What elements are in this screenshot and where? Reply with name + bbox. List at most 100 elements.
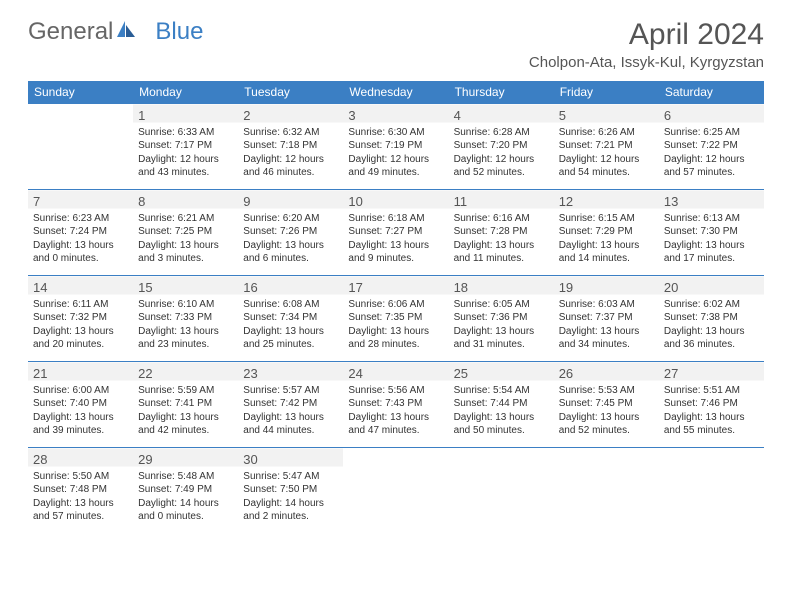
day-number: 28 bbox=[33, 451, 128, 469]
cell-daylight1: Daylight: 13 hours bbox=[559, 411, 654, 425]
cell-daylight1: Daylight: 12 hours bbox=[138, 153, 233, 167]
day-number: 3 bbox=[348, 107, 443, 125]
day-cell: 5Sunrise: 6:26 AMSunset: 7:21 PMDaylight… bbox=[554, 104, 659, 190]
day-cell: 7Sunrise: 6:23 AMSunset: 7:24 PMDaylight… bbox=[28, 190, 133, 276]
cell-daylight1: Daylight: 12 hours bbox=[664, 153, 759, 167]
cell-sunset: Sunset: 7:42 PM bbox=[243, 397, 338, 411]
cell-sunrise: Sunrise: 6:08 AM bbox=[243, 298, 338, 312]
day-number: 5 bbox=[559, 107, 654, 125]
day-number: 29 bbox=[138, 451, 233, 469]
cell-daylight2: and 57 minutes. bbox=[664, 166, 759, 180]
day-number: 13 bbox=[664, 193, 759, 211]
day-cell: 14Sunrise: 6:11 AMSunset: 7:32 PMDayligh… bbox=[28, 276, 133, 362]
day-cell: 30Sunrise: 5:47 AMSunset: 7:50 PMDayligh… bbox=[238, 448, 343, 534]
cell-daylight2: and 20 minutes. bbox=[33, 338, 128, 352]
cell-sunset: Sunset: 7:20 PM bbox=[454, 139, 549, 153]
day-cell: 21Sunrise: 6:00 AMSunset: 7:40 PMDayligh… bbox=[28, 362, 133, 448]
day-cell: 12Sunrise: 6:15 AMSunset: 7:29 PMDayligh… bbox=[554, 190, 659, 276]
cell-daylight2: and 11 minutes. bbox=[454, 252, 549, 266]
cell-daylight1: Daylight: 13 hours bbox=[33, 239, 128, 253]
cell-sunset: Sunset: 7:50 PM bbox=[243, 483, 338, 497]
cell-daylight2: and 52 minutes. bbox=[454, 166, 549, 180]
day-number: 8 bbox=[138, 193, 233, 211]
cell-sunset: Sunset: 7:45 PM bbox=[559, 397, 654, 411]
cell-sunrise: Sunrise: 6:30 AM bbox=[348, 126, 443, 140]
cell-sunrise: Sunrise: 6:21 AM bbox=[138, 212, 233, 226]
week-row: 28Sunrise: 5:50 AMSunset: 7:48 PMDayligh… bbox=[28, 448, 764, 534]
cell-sunrise: Sunrise: 5:57 AM bbox=[243, 384, 338, 398]
calendar-table: SundayMondayTuesdayWednesdayThursdayFrid… bbox=[28, 81, 764, 534]
cell-sunrise: Sunrise: 6:11 AM bbox=[33, 298, 128, 312]
cell-sunrise: Sunrise: 6:18 AM bbox=[348, 212, 443, 226]
day-cell: 9Sunrise: 6:20 AMSunset: 7:26 PMDaylight… bbox=[238, 190, 343, 276]
logo-text-blue: Blue bbox=[155, 18, 203, 46]
cell-daylight2: and 55 minutes. bbox=[664, 424, 759, 438]
cell-daylight1: Daylight: 13 hours bbox=[664, 325, 759, 339]
cell-daylight2: and 44 minutes. bbox=[243, 424, 338, 438]
cell-daylight2: and 14 minutes. bbox=[559, 252, 654, 266]
cell-daylight2: and 36 minutes. bbox=[664, 338, 759, 352]
cell-sunset: Sunset: 7:19 PM bbox=[348, 139, 443, 153]
cell-sunrise: Sunrise: 6:03 AM bbox=[559, 298, 654, 312]
cell-sunset: Sunset: 7:32 PM bbox=[33, 311, 128, 325]
cell-daylight2: and 39 minutes. bbox=[33, 424, 128, 438]
day-cell: 19Sunrise: 6:03 AMSunset: 7:37 PMDayligh… bbox=[554, 276, 659, 362]
day-cell: 6Sunrise: 6:25 AMSunset: 7:22 PMDaylight… bbox=[659, 104, 764, 190]
day-number: 21 bbox=[33, 365, 128, 383]
cell-sunset: Sunset: 7:22 PM bbox=[664, 139, 759, 153]
cell-sunset: Sunset: 7:46 PM bbox=[664, 397, 759, 411]
cell-sunrise: Sunrise: 5:59 AM bbox=[138, 384, 233, 398]
cell-daylight1: Daylight: 13 hours bbox=[243, 325, 338, 339]
cell-daylight1: Daylight: 13 hours bbox=[243, 239, 338, 253]
day-cell: 16Sunrise: 6:08 AMSunset: 7:34 PMDayligh… bbox=[238, 276, 343, 362]
day-cell bbox=[659, 448, 764, 534]
cell-sunset: Sunset: 7:33 PM bbox=[138, 311, 233, 325]
cell-daylight1: Daylight: 13 hours bbox=[664, 411, 759, 425]
location: Cholpon-Ata, Issyk-Kul, Kyrgyzstan bbox=[529, 54, 764, 71]
day-cell: 13Sunrise: 6:13 AMSunset: 7:30 PMDayligh… bbox=[659, 190, 764, 276]
cell-daylight2: and 57 minutes. bbox=[33, 510, 128, 524]
cell-daylight1: Daylight: 13 hours bbox=[138, 411, 233, 425]
cell-daylight2: and 31 minutes. bbox=[454, 338, 549, 352]
week-row: 14Sunrise: 6:11 AMSunset: 7:32 PMDayligh… bbox=[28, 276, 764, 362]
cell-daylight1: Daylight: 12 hours bbox=[348, 153, 443, 167]
cell-sunrise: Sunrise: 5:56 AM bbox=[348, 384, 443, 398]
day-number: 19 bbox=[559, 279, 654, 297]
cell-sunset: Sunset: 7:37 PM bbox=[559, 311, 654, 325]
cell-daylight1: Daylight: 13 hours bbox=[348, 411, 443, 425]
cell-sunset: Sunset: 7:30 PM bbox=[664, 225, 759, 239]
day-cell: 4Sunrise: 6:28 AMSunset: 7:20 PMDaylight… bbox=[449, 104, 554, 190]
cell-daylight2: and 25 minutes. bbox=[243, 338, 338, 352]
cell-daylight1: Daylight: 13 hours bbox=[348, 239, 443, 253]
cell-daylight2: and 0 minutes. bbox=[33, 252, 128, 266]
cell-sunset: Sunset: 7:36 PM bbox=[454, 311, 549, 325]
day-cell: 15Sunrise: 6:10 AMSunset: 7:33 PMDayligh… bbox=[133, 276, 238, 362]
cell-sunrise: Sunrise: 5:50 AM bbox=[33, 470, 128, 484]
day-number: 27 bbox=[664, 365, 759, 383]
cell-sunrise: Sunrise: 6:23 AM bbox=[33, 212, 128, 226]
cell-daylight1: Daylight: 13 hours bbox=[454, 411, 549, 425]
cell-daylight2: and 46 minutes. bbox=[243, 166, 338, 180]
day-number: 4 bbox=[454, 107, 549, 125]
day-number: 2 bbox=[243, 107, 338, 125]
cell-daylight1: Daylight: 13 hours bbox=[664, 239, 759, 253]
cell-daylight2: and 47 minutes. bbox=[348, 424, 443, 438]
header: General Blue April 2024 Cholpon-Ata, Iss… bbox=[28, 18, 764, 71]
cell-sunset: Sunset: 7:26 PM bbox=[243, 225, 338, 239]
cell-sunset: Sunset: 7:35 PM bbox=[348, 311, 443, 325]
day-cell: 10Sunrise: 6:18 AMSunset: 7:27 PMDayligh… bbox=[343, 190, 448, 276]
day-header: Friday bbox=[554, 81, 659, 104]
cell-sunrise: Sunrise: 5:53 AM bbox=[559, 384, 654, 398]
cell-daylight2: and 17 minutes. bbox=[664, 252, 759, 266]
day-header: Thursday bbox=[449, 81, 554, 104]
day-cell: 1Sunrise: 6:33 AMSunset: 7:17 PMDaylight… bbox=[133, 104, 238, 190]
cell-sunrise: Sunrise: 6:25 AM bbox=[664, 126, 759, 140]
day-number: 6 bbox=[664, 107, 759, 125]
cell-sunset: Sunset: 7:24 PM bbox=[33, 225, 128, 239]
day-number: 12 bbox=[559, 193, 654, 211]
cell-sunset: Sunset: 7:28 PM bbox=[454, 225, 549, 239]
day-cell bbox=[343, 448, 448, 534]
cell-daylight2: and 6 minutes. bbox=[243, 252, 338, 266]
day-cell: 23Sunrise: 5:57 AMSunset: 7:42 PMDayligh… bbox=[238, 362, 343, 448]
day-cell: 24Sunrise: 5:56 AMSunset: 7:43 PMDayligh… bbox=[343, 362, 448, 448]
